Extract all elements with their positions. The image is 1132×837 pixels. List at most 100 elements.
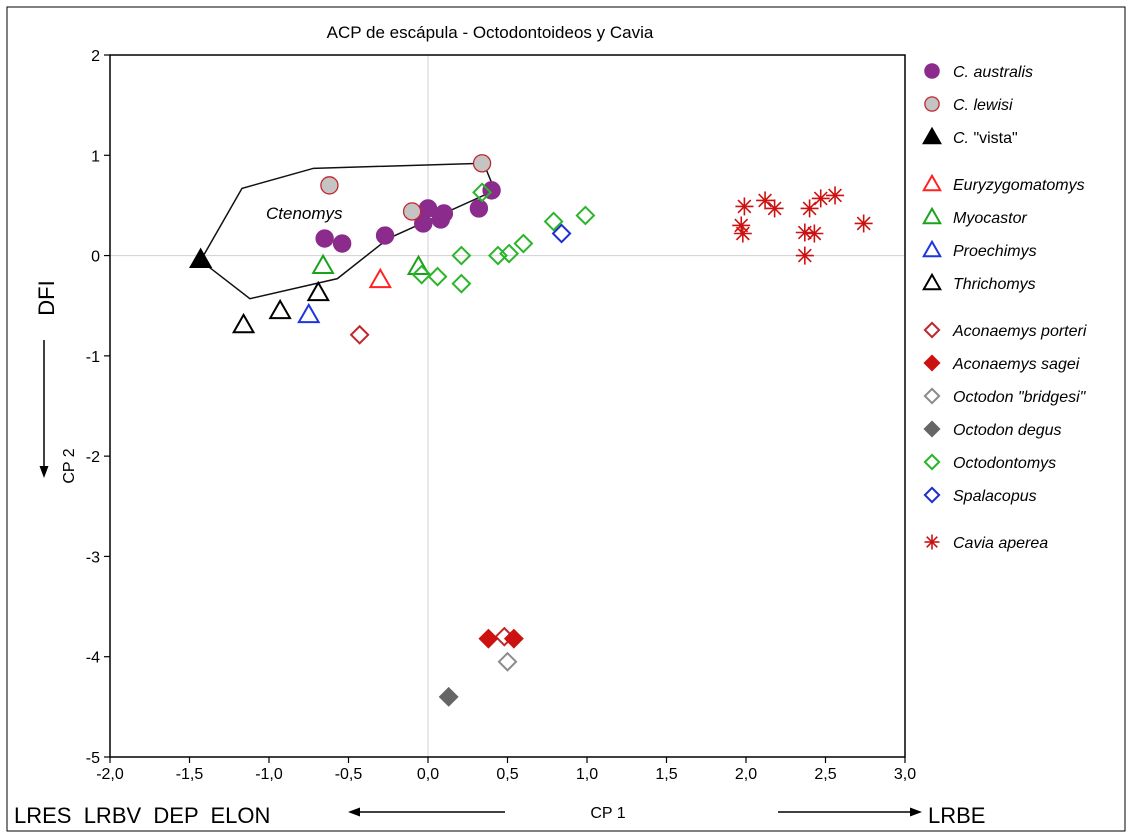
y-tick-label: -5: [86, 750, 100, 767]
y-ticks: -5 -4 -3 -2 -1 0 1 2: [86, 48, 110, 767]
x-tick-label: -1,5: [176, 766, 204, 783]
data-point: [427, 266, 448, 287]
x-tick-label: 2,5: [814, 766, 836, 783]
legend-marker: [923, 486, 941, 504]
legend-marker: [923, 420, 941, 438]
legend-label: Proechimys: [953, 243, 1037, 260]
figure-frame: [6, 6, 1126, 832]
legend-label: Thrichomys: [953, 276, 1036, 293]
x-ticks: -2,0 -1,5 -1,0 -0,5 0,0 0,5 1,0 1,5 2,0 2,5 3,0: [96, 757, 916, 783]
data-point: [472, 154, 492, 173]
legend-item: Aconaemys sagei: [923, 354, 1080, 373]
legend-item: C. australis: [924, 63, 1033, 81]
data-point: [451, 245, 472, 266]
data-point: [315, 229, 334, 248]
data-point: [402, 202, 422, 221]
x-tick-label: -0,5: [335, 766, 363, 783]
legend-item: Aconaemys porteri: [923, 321, 1087, 340]
x-left-arrowhead: [348, 807, 360, 817]
data-point: [765, 199, 784, 218]
data-point: [451, 273, 472, 294]
hull-label: Ctenomys: [266, 204, 343, 223]
y-tick-label: 2: [91, 48, 100, 65]
y-tick-label: -4: [86, 650, 100, 667]
data-point: [497, 651, 518, 672]
legend-item: Octodon degus: [923, 420, 1062, 439]
x-tick-label: 1,0: [576, 766, 598, 783]
legend-marker: [922, 239, 942, 258]
y-axis-label: CP 2: [61, 448, 78, 483]
data-point: [805, 224, 824, 243]
data-point: [756, 191, 775, 210]
legend-label: Aconaemys sagei: [952, 356, 1080, 373]
data-point: [795, 223, 814, 242]
legend-marker: [922, 206, 942, 225]
y-tick-label: -1: [86, 349, 100, 366]
x-left-annotation: LRES LRBV DEP ELON: [14, 803, 270, 828]
legend-item: Cavia aperea: [924, 534, 1048, 552]
data-point: [438, 686, 459, 707]
legend-item: Euryzygomatomys: [922, 173, 1085, 194]
data-point: [811, 189, 830, 208]
data-point: [406, 254, 431, 276]
chart-title: ACP de escápula - Octodontoideos y Cavia: [327, 23, 654, 42]
x-right-arrowhead: [910, 807, 922, 817]
x-tick-label: 3,0: [894, 766, 916, 783]
data-point: [735, 197, 754, 216]
legend-marker: [922, 173, 942, 192]
legend-item: Proechimys: [922, 239, 1037, 260]
legend-label: Octodon "bridgesi": [953, 389, 1087, 406]
legend-marker: [924, 63, 940, 79]
legend-label: Myocastor: [953, 210, 1027, 227]
data-point: [311, 253, 335, 275]
legend-label: Aconaemys porteri: [952, 323, 1087, 340]
y-tick-label: 1: [91, 148, 100, 165]
data-point: [469, 199, 489, 218]
legend-item: Myocastor: [922, 206, 1027, 227]
legend-label: Octodontomys: [953, 455, 1056, 472]
legend-marker: [923, 453, 941, 471]
legend-marker: [923, 387, 941, 405]
data-point: [306, 280, 330, 302]
data-point: [733, 224, 752, 243]
data-point: [551, 223, 572, 244]
data-point: [499, 243, 520, 264]
data-point: [487, 245, 508, 266]
legend-marker: [923, 354, 941, 372]
legend-label: Octodon degus: [953, 422, 1062, 439]
x-axis-label: CP 1: [590, 805, 625, 822]
data-point: [332, 234, 352, 253]
legend-marker: [922, 272, 942, 291]
y-left-annotation: DFI: [34, 280, 59, 315]
data-point: [513, 233, 534, 254]
x-right-annotation: LRBE: [928, 803, 985, 828]
data-point: [795, 246, 814, 265]
legend-item: Spalacopus: [923, 486, 1037, 505]
data-point: [478, 628, 499, 649]
x-tick-label: -1,0: [255, 766, 283, 783]
legend-marker: [924, 96, 940, 112]
legend-label: C. "vista": [953, 130, 1018, 147]
data-point: [297, 302, 321, 324]
legend-label: C. australis: [953, 64, 1033, 81]
x-tick-label: 1,5: [655, 766, 677, 783]
data-point: [434, 204, 454, 223]
data-point: [472, 182, 493, 203]
x-tick-label: 2,0: [735, 766, 757, 783]
legend-label: C. lewisi: [953, 97, 1013, 114]
legend-marker: [923, 321, 941, 339]
data-point: [375, 226, 395, 245]
data-point: [411, 264, 432, 285]
legend-label: Euryzygomatomys: [953, 177, 1085, 194]
legend-marker: [922, 126, 942, 145]
data-point: [826, 186, 845, 205]
legend-item: Thrichomys: [922, 272, 1036, 293]
x-tick-label: 0,5: [496, 766, 518, 783]
legend-item: Octodontomys: [923, 453, 1056, 472]
x-tick-label: 0,0: [417, 766, 439, 783]
data-point: [503, 628, 524, 649]
y-tick-label: 0: [91, 249, 100, 266]
legend-marker: [924, 534, 940, 550]
data-point: [189, 247, 213, 269]
